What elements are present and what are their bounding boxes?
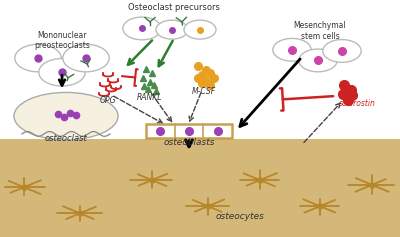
Text: Mononuclear
preosteoclasts: Mononuclear preosteoclasts — [34, 31, 90, 50]
Circle shape — [39, 59, 85, 86]
Ellipse shape — [14, 92, 118, 140]
Text: M-CSF: M-CSF — [192, 87, 216, 96]
Circle shape — [123, 17, 161, 40]
Text: Mesenchymal
stem cells: Mesenchymal stem cells — [294, 21, 346, 41]
Text: sclerostin: sclerostin — [339, 99, 376, 108]
Circle shape — [15, 44, 61, 72]
Text: OPG: OPG — [100, 96, 116, 105]
Circle shape — [299, 49, 337, 72]
Text: osteocytes: osteocytes — [216, 212, 264, 221]
FancyBboxPatch shape — [146, 124, 232, 138]
Bar — [0, 139, 400, 237]
Text: Osteoclast precursors: Osteoclast precursors — [128, 3, 220, 12]
Circle shape — [273, 38, 311, 61]
Circle shape — [63, 44, 109, 72]
Circle shape — [323, 40, 361, 62]
Text: osteoclast: osteoclast — [45, 134, 87, 143]
Circle shape — [184, 20, 216, 39]
Circle shape — [156, 20, 188, 39]
Text: osteoblasts: osteoblasts — [163, 138, 215, 147]
Text: RANKL: RANKL — [136, 93, 162, 102]
